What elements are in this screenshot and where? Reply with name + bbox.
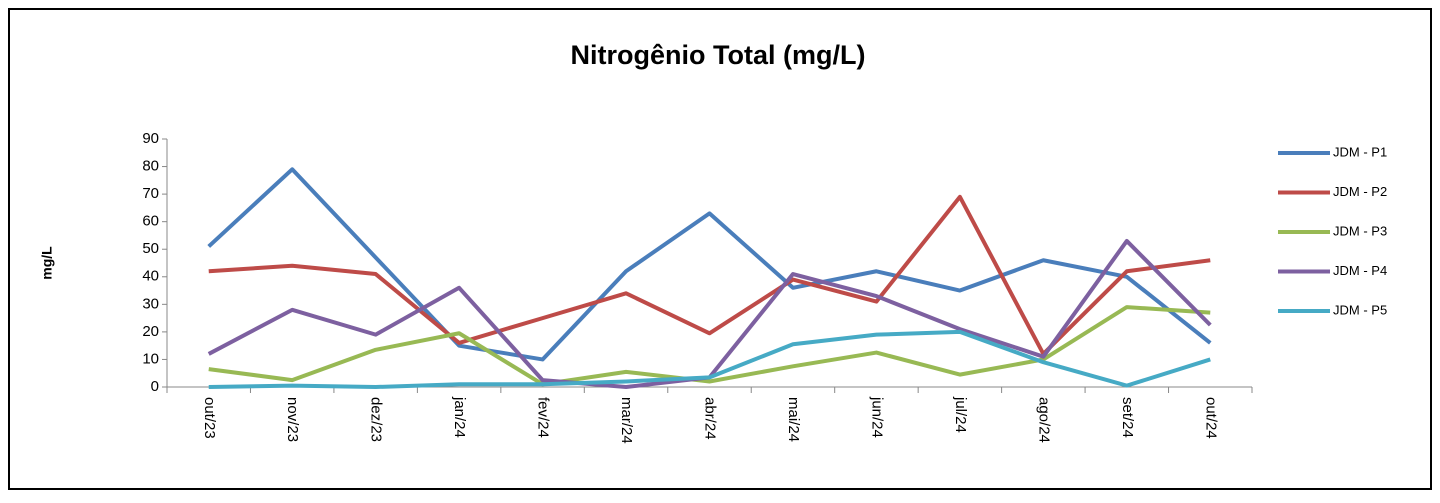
x-tick-label: jan/24 [451, 396, 468, 438]
x-tick-label: out/23 [201, 397, 218, 439]
legend-label: JDM - P2 [1333, 184, 1387, 199]
legend-label: JDM - P5 [1333, 302, 1387, 317]
x-tick-label: ago/24 [1035, 397, 1052, 443]
legend-label: JDM - P3 [1333, 223, 1387, 238]
y-tick-label: 60 [142, 213, 159, 230]
chart-border [8, 8, 1432, 490]
x-tick-label: mai/24 [785, 397, 802, 442]
y-tick-label: 20 [142, 323, 159, 340]
y-tick-label: 90 [142, 130, 159, 147]
y-axis-label: mg/L [39, 246, 55, 280]
x-tick-label: nov/23 [284, 397, 301, 442]
x-tick-label: fev/24 [535, 397, 552, 438]
y-tick-label: 70 [142, 185, 159, 202]
y-tick-label: 50 [142, 240, 159, 257]
y-tick-label: 80 [142, 158, 159, 175]
x-tick-label: mar/24 [618, 397, 635, 444]
y-tick-label: 40 [142, 268, 159, 285]
legend-label: JDM - P1 [1333, 144, 1387, 159]
y-tick-label: 10 [142, 350, 159, 367]
x-tick-label: dez/23 [368, 397, 385, 442]
x-tick-label: set/24 [1119, 397, 1136, 438]
x-tick-label: jun/24 [868, 396, 885, 438]
y-tick-label: 0 [151, 378, 159, 395]
y-tick-label: 30 [142, 295, 159, 312]
chart-title: Nitrogênio Total (mg/L) [571, 40, 866, 70]
series-line [207, 167, 1212, 362]
x-tick-label: out/24 [1202, 397, 1219, 439]
legend-label: JDM - P4 [1333, 263, 1387, 278]
series-line [208, 305, 1211, 387]
x-tick-label: jul/24 [952, 396, 969, 433]
series-line [208, 329, 1211, 389]
x-tick-label: abr/24 [702, 397, 719, 440]
